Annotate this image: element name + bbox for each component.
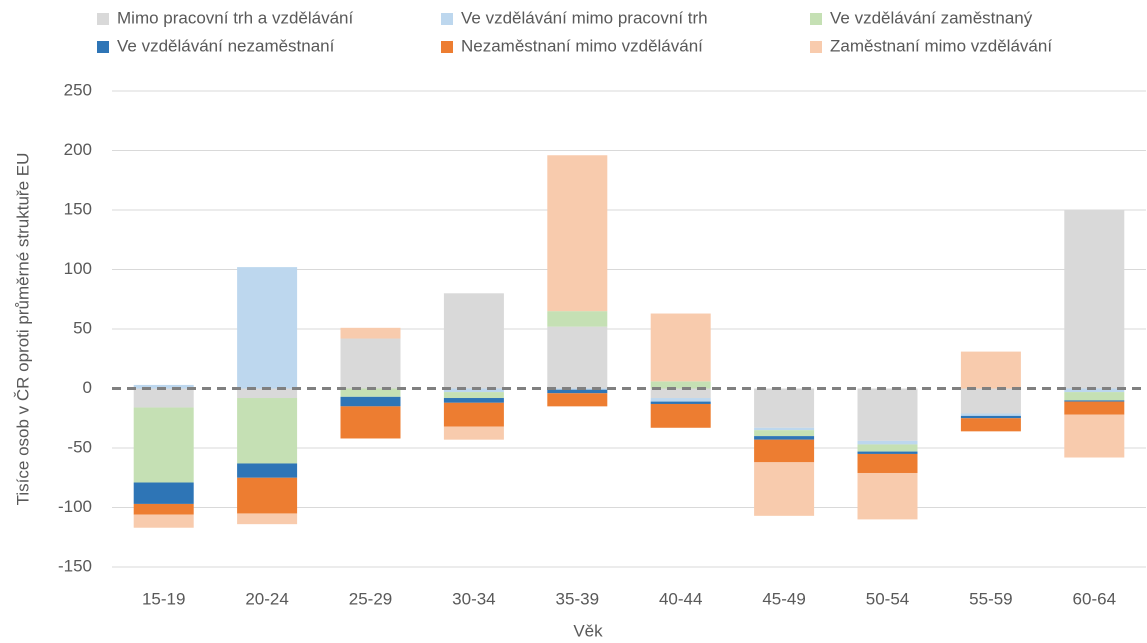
x-tick-label: 45-49 (762, 589, 805, 608)
legend-marker (97, 13, 109, 25)
y-tick-label: 100 (64, 259, 92, 278)
bar-segment (340, 396, 401, 407)
x-tick-label: 15-19 (142, 589, 185, 608)
legend-marker (441, 41, 453, 53)
y-tick-label: -50 (67, 437, 92, 456)
bar-segment (237, 477, 298, 514)
bar-segment (1064, 210, 1125, 389)
bar-segment (650, 403, 711, 428)
bar-segment (1064, 414, 1125, 458)
bar-segment (857, 440, 918, 445)
x-tick-label: 50-54 (866, 589, 909, 608)
bar-segment (133, 503, 194, 515)
legend-marker (97, 41, 109, 53)
bar-segment (443, 426, 504, 440)
bar-segment (547, 155, 608, 312)
bar-segment (340, 406, 401, 439)
bar-segment (340, 388, 401, 397)
bar-segment (237, 398, 298, 464)
bar-segment (857, 472, 918, 520)
x-tick-label: 55-59 (969, 589, 1012, 608)
bar-segment (857, 453, 918, 473)
bar-segment (960, 351, 1021, 389)
bar-segment (960, 388, 1021, 414)
x-tick-label: 20-24 (245, 589, 288, 608)
bar-segment (857, 388, 918, 441)
x-tick-label: 40-44 (659, 589, 702, 608)
bar-segment (650, 388, 711, 399)
bar-segment (960, 413, 1021, 416)
bar-segment (857, 451, 918, 454)
bar-segment (1064, 401, 1125, 415)
bar-segment (340, 327, 401, 339)
bar-segment (1064, 392, 1125, 401)
y-tick-label: 250 (64, 80, 92, 99)
legend-label: Ve vzdělávání nezaměstnaní (117, 36, 335, 55)
bar-segment (133, 384, 194, 389)
bar-segment (443, 398, 504, 403)
legend-marker (441, 13, 453, 25)
bar-segment (960, 415, 1021, 419)
bar-segment (650, 398, 711, 402)
bar-segment (650, 381, 711, 389)
legend-marker (810, 41, 822, 53)
bar-segment (754, 436, 815, 440)
bar-segment (340, 338, 401, 389)
bar-segment (754, 462, 815, 516)
x-tick-label: 60-64 (1073, 589, 1116, 608)
x-axis-label: Věk (573, 621, 603, 640)
bar-segment (133, 482, 194, 504)
bar-segment (237, 463, 298, 478)
bar-segment (237, 388, 298, 399)
y-tick-label: 50 (73, 318, 92, 337)
x-tick-label: 25-29 (349, 589, 392, 608)
bar-segment (237, 513, 298, 525)
bar-segment (547, 326, 608, 389)
bar-segment (443, 392, 504, 399)
y-tick-label: -150 (58, 556, 92, 575)
bar-segment (133, 388, 194, 408)
y-tick-label: 0 (83, 378, 92, 397)
bar-segment (547, 311, 608, 327)
bar-segment (754, 388, 815, 428)
y-axis-label: Tisíce osob v ČR oproti průměrné struktu… (13, 153, 32, 506)
legend-label: Ve vzdělávání zaměstnaný (830, 8, 1033, 27)
x-tick-label: 35-39 (556, 589, 599, 608)
bar-segment (547, 393, 608, 407)
bar-segment (754, 439, 815, 463)
legend-label: Ve vzdělávání mimo pracovní trh (461, 8, 708, 27)
bar-segment (960, 418, 1021, 432)
bar-segment (857, 444, 918, 452)
bar-segment (237, 267, 298, 389)
bar-segment (754, 430, 815, 437)
legend-label: Nezaměstnaní mimo vzdělávání (461, 36, 703, 55)
bar-segment (443, 388, 504, 393)
x-tick-label: 30-34 (452, 589, 495, 608)
bar-segment (133, 514, 194, 528)
bar-segment (443, 293, 504, 389)
y-tick-label: -100 (58, 497, 92, 516)
bar-segment (650, 401, 711, 404)
bar-segment (133, 407, 194, 483)
bar-segment (754, 427, 815, 431)
legend-marker (810, 13, 822, 25)
bar-segment (1064, 388, 1125, 393)
bar-segment (443, 402, 504, 427)
bar-segment (1064, 400, 1125, 402)
bar-segment (650, 313, 711, 382)
y-tick-label: 200 (64, 140, 92, 159)
y-tick-label: 150 (64, 199, 92, 218)
legend-label: Mimo pracovní trh a vzdělávání (117, 8, 353, 27)
bar-segment (547, 389, 608, 394)
legend-label: Zaměstnaní mimo vzdělávání (830, 36, 1052, 55)
